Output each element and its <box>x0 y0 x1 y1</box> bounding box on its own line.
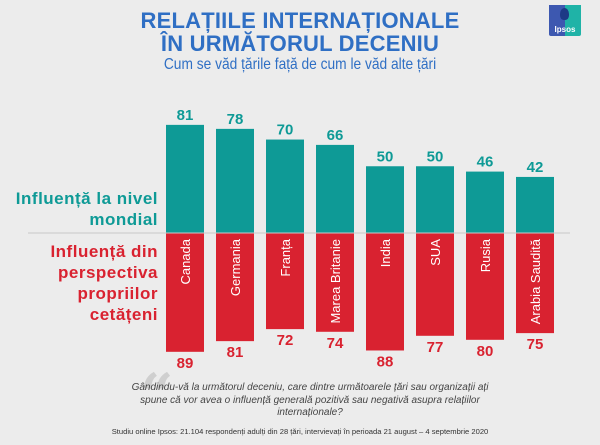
bar-negative <box>316 233 354 332</box>
chart-subtitle: Cum se văd țările față de cum le văd alt… <box>163 56 437 73</box>
data-label-negative: 74 <box>327 335 344 352</box>
data-label-negative: 77 <box>427 339 444 356</box>
data-label-negative: 89 <box>177 355 194 372</box>
data-label-negative: 75 <box>527 336 544 353</box>
ipsos-logo: Ipsos <box>549 5 581 36</box>
category-label: Germania <box>228 238 243 296</box>
data-label-positive: 70 <box>277 122 294 139</box>
legend-positive-text: Influență la nivel mondial <box>15 189 158 229</box>
data-label-negative: 72 <box>277 332 294 349</box>
bar-positive <box>216 128 254 233</box>
bar-positive <box>466 171 504 233</box>
data-label-negative: 81 <box>227 344 244 361</box>
category-label: Marea Britanie <box>328 239 343 324</box>
chart-title-line-1: RELAȚIILE INTERNAȚIONALE <box>140 8 460 33</box>
data-label-positive: 81 <box>177 107 194 124</box>
bar-positive <box>266 139 304 233</box>
data-label-positive: 50 <box>427 148 444 165</box>
bar-negative <box>516 233 554 334</box>
data-label-negative: 88 <box>377 353 394 370</box>
bar-negative <box>466 233 504 340</box>
survey-question: Gândindu-vă la următorul deceniu, care d… <box>131 382 489 418</box>
bar-positive <box>166 124 204 233</box>
bar-negative <box>166 233 204 352</box>
category-label: Franța <box>278 238 293 276</box>
data-label-negative: 80 <box>477 343 494 360</box>
bar-negative <box>266 233 304 330</box>
head-silhouette-icon <box>560 8 569 20</box>
bar-negative <box>416 233 454 336</box>
bar-positive <box>516 176 554 233</box>
bar-positive <box>316 144 354 233</box>
data-label-positive: 42 <box>527 159 544 176</box>
legend-negative-text: Influență din perspectiva propriilor cet… <box>50 242 158 324</box>
logo-text: Ipsos <box>554 25 576 34</box>
data-label-positive: 50 <box>377 148 394 165</box>
legend-negative-label: Influență din perspectiva propriilor cet… <box>28 241 158 325</box>
category-label: India <box>378 238 393 267</box>
data-label-positive: 66 <box>327 127 344 144</box>
category-label: Arabia Saudită <box>528 238 543 324</box>
category-label: Rusia <box>478 238 493 272</box>
bar-positive <box>416 166 454 233</box>
category-label: SUA <box>428 239 443 266</box>
category-label: Canada <box>178 238 193 284</box>
bar-negative <box>216 233 254 342</box>
data-label-positive: 46 <box>477 154 494 171</box>
chart-title-line-2: ÎN URMĂTORUL DECENIU <box>160 31 440 56</box>
bar-negative <box>366 233 404 351</box>
survey-source: Studiu online Ipsos: 21.104 respondenți … <box>111 427 489 436</box>
data-label-positive: 78 <box>227 111 244 128</box>
legend-positive-label: Influență la nivel mondial <box>8 188 158 230</box>
bar-positive <box>366 166 404 233</box>
